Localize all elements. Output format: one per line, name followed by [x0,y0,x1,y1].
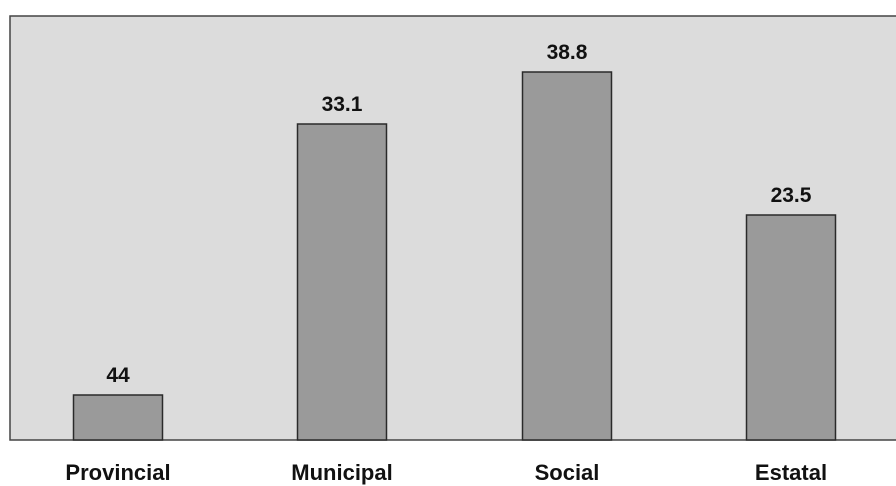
bar-provincial [72,394,164,441]
data-label-provincial: 44 [106,364,130,387]
data-label-social: 38.8 [547,41,588,64]
x-axis-tick-labels: Provincial Municipal Social Estatal [65,460,827,485]
tick-label-social: Social [535,460,600,485]
data-label-estatal: 23.5 [771,184,812,207]
tick-label-provincial: Provincial [65,460,170,485]
bar-municipal [296,123,388,441]
tick-label-municipal: Municipal [291,460,392,485]
bar-series [72,71,837,441]
bar-social [521,71,613,441]
data-label-municipal: 33.1 [322,93,363,116]
bar-estatal [745,214,837,441]
tick-label-estatal: Estatal [755,460,827,485]
data-labels: 44 33.1 38.8 23.5 [106,41,811,387]
